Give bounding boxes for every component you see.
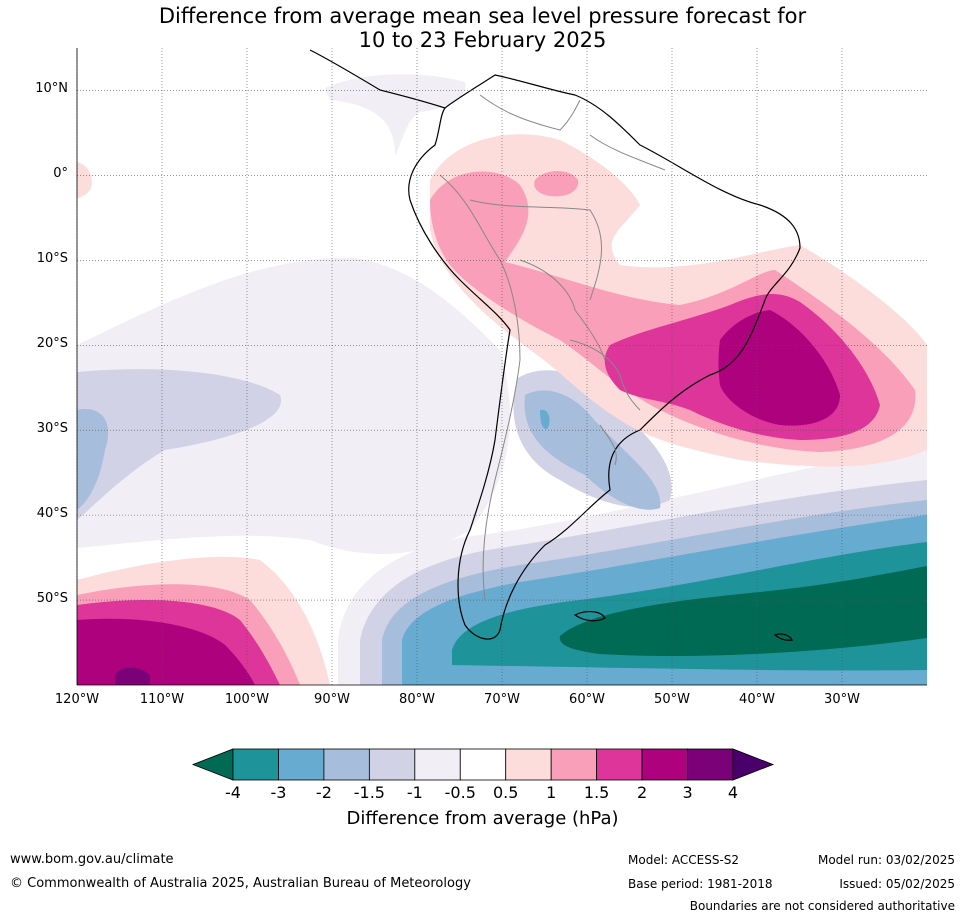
footer-issued: Issued: 05/02/2025 bbox=[839, 877, 955, 891]
footer-model: Model: ACCESS-S2 bbox=[628, 853, 740, 867]
colorbar-swatch bbox=[505, 748, 552, 781]
longitude-label: 90°W bbox=[314, 692, 350, 707]
colorbar-swatch bbox=[368, 748, 416, 781]
colorbar-swatch bbox=[414, 748, 461, 781]
border-venezuela bbox=[479, 94, 581, 131]
latitude-label: 30°S bbox=[36, 421, 68, 437]
longitude-label: 80°W bbox=[399, 692, 435, 707]
country-borders bbox=[439, 94, 666, 601]
colorbar-tick-label: -0.5 bbox=[444, 783, 476, 802]
colorbar-tick-label: 3 bbox=[682, 783, 693, 802]
border-andes bbox=[439, 174, 521, 361]
anomaly-region-neg-1-west bbox=[77, 369, 282, 520]
anomaly-region-south-below-4 bbox=[559, 566, 927, 657]
central-america-coastline bbox=[309, 49, 446, 109]
colorbar-tick-label: -4 bbox=[225, 783, 241, 802]
footer-model-run: Model run: 03/02/2025 bbox=[817, 853, 955, 867]
colorbar-swatch bbox=[596, 748, 643, 781]
footer-website[interactable]: www.bom.gov.au/climate bbox=[10, 852, 174, 867]
colorbar-tick-label: -1 bbox=[406, 783, 423, 802]
latitude-label: 0° bbox=[53, 166, 68, 182]
anomaly-fields bbox=[77, 74, 927, 685]
footer-copyright: © Commonwealth of Australia 2025, Austra… bbox=[10, 876, 471, 891]
colorbar-swatch bbox=[550, 748, 598, 781]
anomaly-region-sw-pos-3 bbox=[115, 667, 150, 685]
colorbar-extend-high bbox=[732, 748, 775, 781]
colorbar-extend-low bbox=[191, 748, 234, 781]
longitude-label: 70°W bbox=[484, 692, 520, 707]
longitude-label: 100°W bbox=[224, 692, 270, 707]
longitude-label: 60°W bbox=[569, 692, 605, 707]
colorbar-swatch bbox=[687, 748, 734, 781]
latitude-label: 40°S bbox=[36, 506, 68, 522]
footer-base-period: Base period: 1981-2018 bbox=[628, 877, 773, 891]
anomaly-region-eq-pacific bbox=[77, 162, 92, 198]
border-argentina-uruguay bbox=[599, 424, 617, 466]
colorbar-tick-label: 1 bbox=[546, 783, 557, 802]
footer-disclaimer: Boundaries are not considered authoritat… bbox=[689, 899, 955, 913]
anomaly-region-amazon-pos-1 bbox=[534, 171, 579, 197]
colorbar-swatch bbox=[232, 748, 279, 781]
anomaly-region-sw-pos-2 bbox=[77, 618, 255, 685]
colorbar-tick-label: -2 bbox=[315, 783, 332, 802]
longitude-label: 50°W bbox=[654, 692, 690, 707]
colorbar-label: Difference from average (hPa) bbox=[346, 808, 619, 829]
longitude-label: 110°W bbox=[139, 692, 185, 707]
border-bolivia bbox=[519, 259, 606, 361]
colorbar-tick-label: -1.5 bbox=[353, 783, 385, 802]
title-line-1: Difference from average mean sea level p… bbox=[158, 4, 807, 28]
colorbar-swatch bbox=[459, 748, 507, 781]
colorbar-tick-label: 0.5 bbox=[492, 783, 519, 802]
map-title: Difference from average mean sea level p… bbox=[0, 4, 965, 52]
anomaly-region-argentina-neg-2 bbox=[540, 409, 550, 430]
coastlines bbox=[309, 49, 801, 641]
colorbar-tick-label: -3 bbox=[270, 783, 287, 802]
colorbar-tick-label: 2 bbox=[636, 783, 648, 802]
title-line-2: 10 to 23 February 2025 bbox=[358, 28, 607, 52]
anomaly-region-neg-05 bbox=[77, 257, 510, 554]
longitude-label: 40°W bbox=[739, 692, 775, 707]
colorbar-tick-label: 4 bbox=[727, 783, 739, 802]
south-georgia-coastline bbox=[773, 633, 793, 641]
colorbar-swatches bbox=[191, 748, 775, 781]
colorbar-swatch bbox=[278, 748, 325, 781]
latitude-label: 20°S bbox=[36, 336, 68, 352]
border-paraguay bbox=[569, 339, 641, 411]
falklands-coastline bbox=[573, 611, 606, 622]
border-argentina-chile bbox=[482, 359, 521, 601]
latitude-label: 10°N bbox=[35, 81, 68, 97]
latitude-label: 50°S bbox=[36, 591, 68, 607]
border-brazil-west bbox=[469, 199, 603, 301]
anomaly-region-argentina-neg-15 bbox=[524, 390, 661, 510]
anomaly-region-neg-05-north bbox=[325, 74, 466, 155]
longitude-label: 120°W bbox=[54, 692, 100, 707]
anomaly-region-neg-15-west bbox=[77, 409, 109, 510]
longitude-label: 30°W bbox=[824, 692, 860, 707]
south-america-coastline bbox=[408, 74, 801, 640]
colorbar-tick-label: 1.5 bbox=[583, 783, 610, 802]
colorbar-swatch bbox=[323, 748, 370, 781]
border-guianas bbox=[589, 134, 666, 171]
latitude-label: 10°S bbox=[36, 251, 68, 267]
map-plot-area bbox=[77, 49, 927, 685]
gridlines bbox=[76, 48, 927, 685]
colorbar-swatch bbox=[641, 748, 688, 781]
